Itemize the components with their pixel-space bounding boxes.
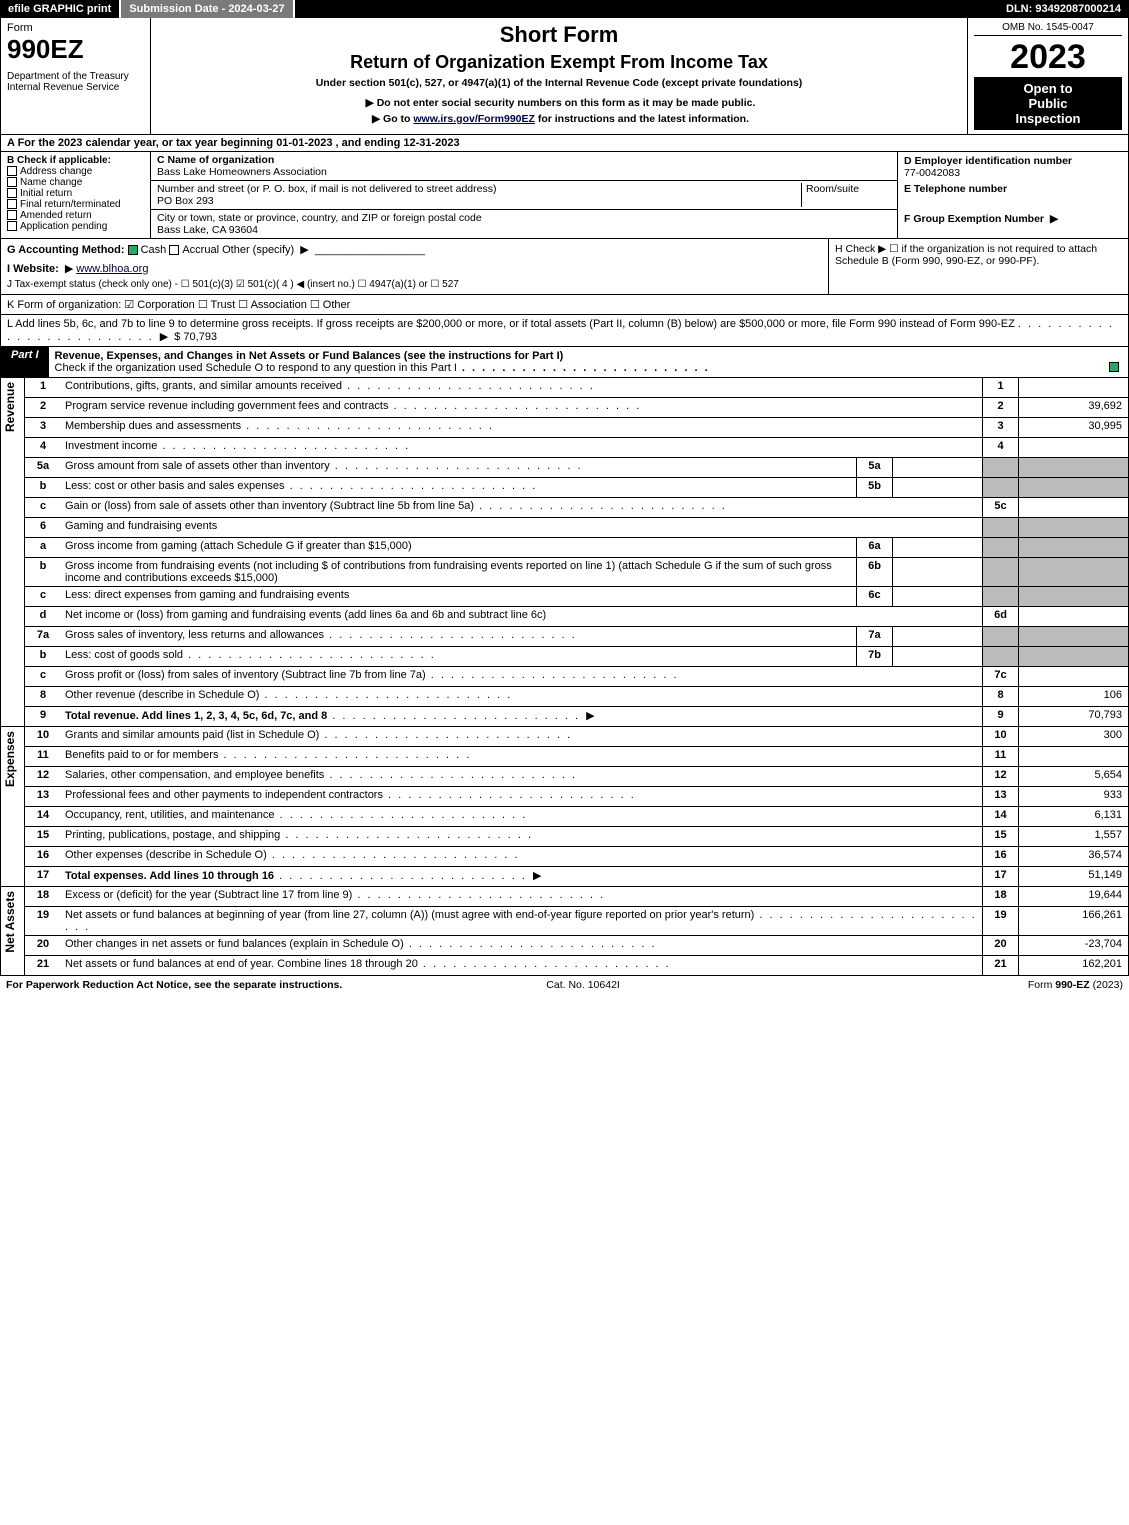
form-title-2: Return of Organization Exempt From Incom… <box>157 52 961 73</box>
cat-no: Cat. No. 10642I <box>546 979 620 991</box>
line-1-value <box>1018 378 1128 397</box>
line-5a-value <box>892 458 982 477</box>
gross-receipts: $ 70,793 <box>174 331 217 343</box>
section-d-e-f: D Employer identification number 77-0042… <box>898 152 1128 238</box>
line-4-value <box>1018 438 1128 457</box>
checkbox-amended[interactable] <box>7 210 17 220</box>
efile-label: efile GRAPHIC print <box>0 0 121 18</box>
section-k: K Form of organization: ☑ Corporation ☐ … <box>0 295 1129 315</box>
section-b: B Check if applicable: Address change Na… <box>1 152 151 238</box>
tax-year: 2023 <box>974 38 1122 77</box>
section-h: H Check ▶ ☐ if the organization is not r… <box>828 239 1128 294</box>
line-6b-value <box>892 558 982 586</box>
org-street: PO Box 293 <box>157 195 214 207</box>
checkbox-cash[interactable] <box>128 245 138 255</box>
checkbox-address-change[interactable] <box>7 166 17 176</box>
line-7c-value <box>1018 667 1128 686</box>
irs-link[interactable]: www.irs.gov/Form990EZ <box>413 113 535 125</box>
line-18-value: 19,644 <box>1018 887 1128 906</box>
line-6c-value <box>892 587 982 606</box>
org-name: Bass Lake Homeowners Association <box>157 166 327 178</box>
ein-value: 77-0042083 <box>904 167 1122 179</box>
room-suite-label: Room/suite <box>801 183 891 207</box>
dept-label: Department of the Treasury Internal Reve… <box>7 71 144 93</box>
line-10-value: 300 <box>1018 727 1128 746</box>
form-label: Form <box>7 22 144 34</box>
line-12-value: 5,654 <box>1018 767 1128 786</box>
section-c: C Name of organization Bass Lake Homeown… <box>151 152 898 238</box>
line-15-value: 1,557 <box>1018 827 1128 846</box>
form-number: 990EZ <box>7 34 144 65</box>
line-20-value: -23,704 <box>1018 936 1128 955</box>
checkbox-accrual[interactable] <box>169 245 179 255</box>
checkbox-initial-return[interactable] <box>7 188 17 198</box>
sections-b-c-d: B Check if applicable: Address change Na… <box>0 152 1129 239</box>
netassets-label: Net Assets <box>1 887 19 957</box>
section-a: A For the 2023 calendar year, or tax yea… <box>0 135 1129 152</box>
checkbox-name-change[interactable] <box>7 177 17 187</box>
submission-date: Submission Date - 2024-03-27 <box>121 0 294 18</box>
website-link[interactable]: www.blhoa.org <box>76 263 148 275</box>
part-1-header: Part I Revenue, Expenses, and Changes in… <box>0 347 1129 378</box>
line-21-value: 162,201 <box>1018 956 1128 975</box>
line-3-value: 30,995 <box>1018 418 1128 437</box>
line-8-value: 106 <box>1018 687 1128 706</box>
form-title-1: Short Form <box>157 22 961 48</box>
note-2-pre: Go to <box>383 113 413 125</box>
checkbox-pending[interactable] <box>7 221 17 231</box>
line-7a-value <box>892 627 982 646</box>
form-header: Form 990EZ Department of the Treasury In… <box>0 18 1129 135</box>
sections-g-h: G Accounting Method: Cash Accrual Other … <box>0 239 1129 295</box>
line-11-value <box>1018 747 1128 766</box>
omb-number: OMB No. 1545-0047 <box>974 22 1122 36</box>
expenses-label: Expenses <box>1 727 19 791</box>
line-7b-value <box>892 647 982 666</box>
line-14-value: 6,131 <box>1018 807 1128 826</box>
section-l: L Add lines 5b, 6c, and 7b to line 9 to … <box>0 315 1129 347</box>
line-17-value: 51,149 <box>1018 867 1128 886</box>
note-2-post: for instructions and the latest informat… <box>535 113 749 125</box>
line-13-value: 933 <box>1018 787 1128 806</box>
top-bar: efile GRAPHIC print Submission Date - 20… <box>0 0 1129 18</box>
form-ref: Form 990-EZ (2023) <box>1028 979 1123 991</box>
section-j: J Tax-exempt status (check only one) - ☐… <box>7 279 822 290</box>
note-1: Do not enter social security numbers on … <box>377 97 756 109</box>
line-2-value: 39,692 <box>1018 398 1128 417</box>
line-5c-value <box>1018 498 1128 517</box>
line-9-value: 70,793 <box>1018 707 1128 726</box>
org-city: Bass Lake, CA 93604 <box>157 224 258 236</box>
line-19-value: 166,261 <box>1018 907 1128 935</box>
page-footer: For Paperwork Reduction Act Notice, see … <box>0 976 1129 994</box>
inspection-badge: Open to Public Inspection <box>974 77 1122 130</box>
line-6d-value <box>1018 607 1128 626</box>
line-6a-value <box>892 538 982 557</box>
dln-number: DLN: 93492087000214 <box>998 0 1129 18</box>
subtitle: Under section 501(c), 527, or 4947(a)(1)… <box>157 77 961 89</box>
checkbox-schedule-o[interactable] <box>1109 362 1119 372</box>
line-16-value: 36,574 <box>1018 847 1128 866</box>
revenue-label: Revenue <box>1 378 19 436</box>
line-5b-value <box>892 478 982 497</box>
checkbox-final-return[interactable] <box>7 199 17 209</box>
